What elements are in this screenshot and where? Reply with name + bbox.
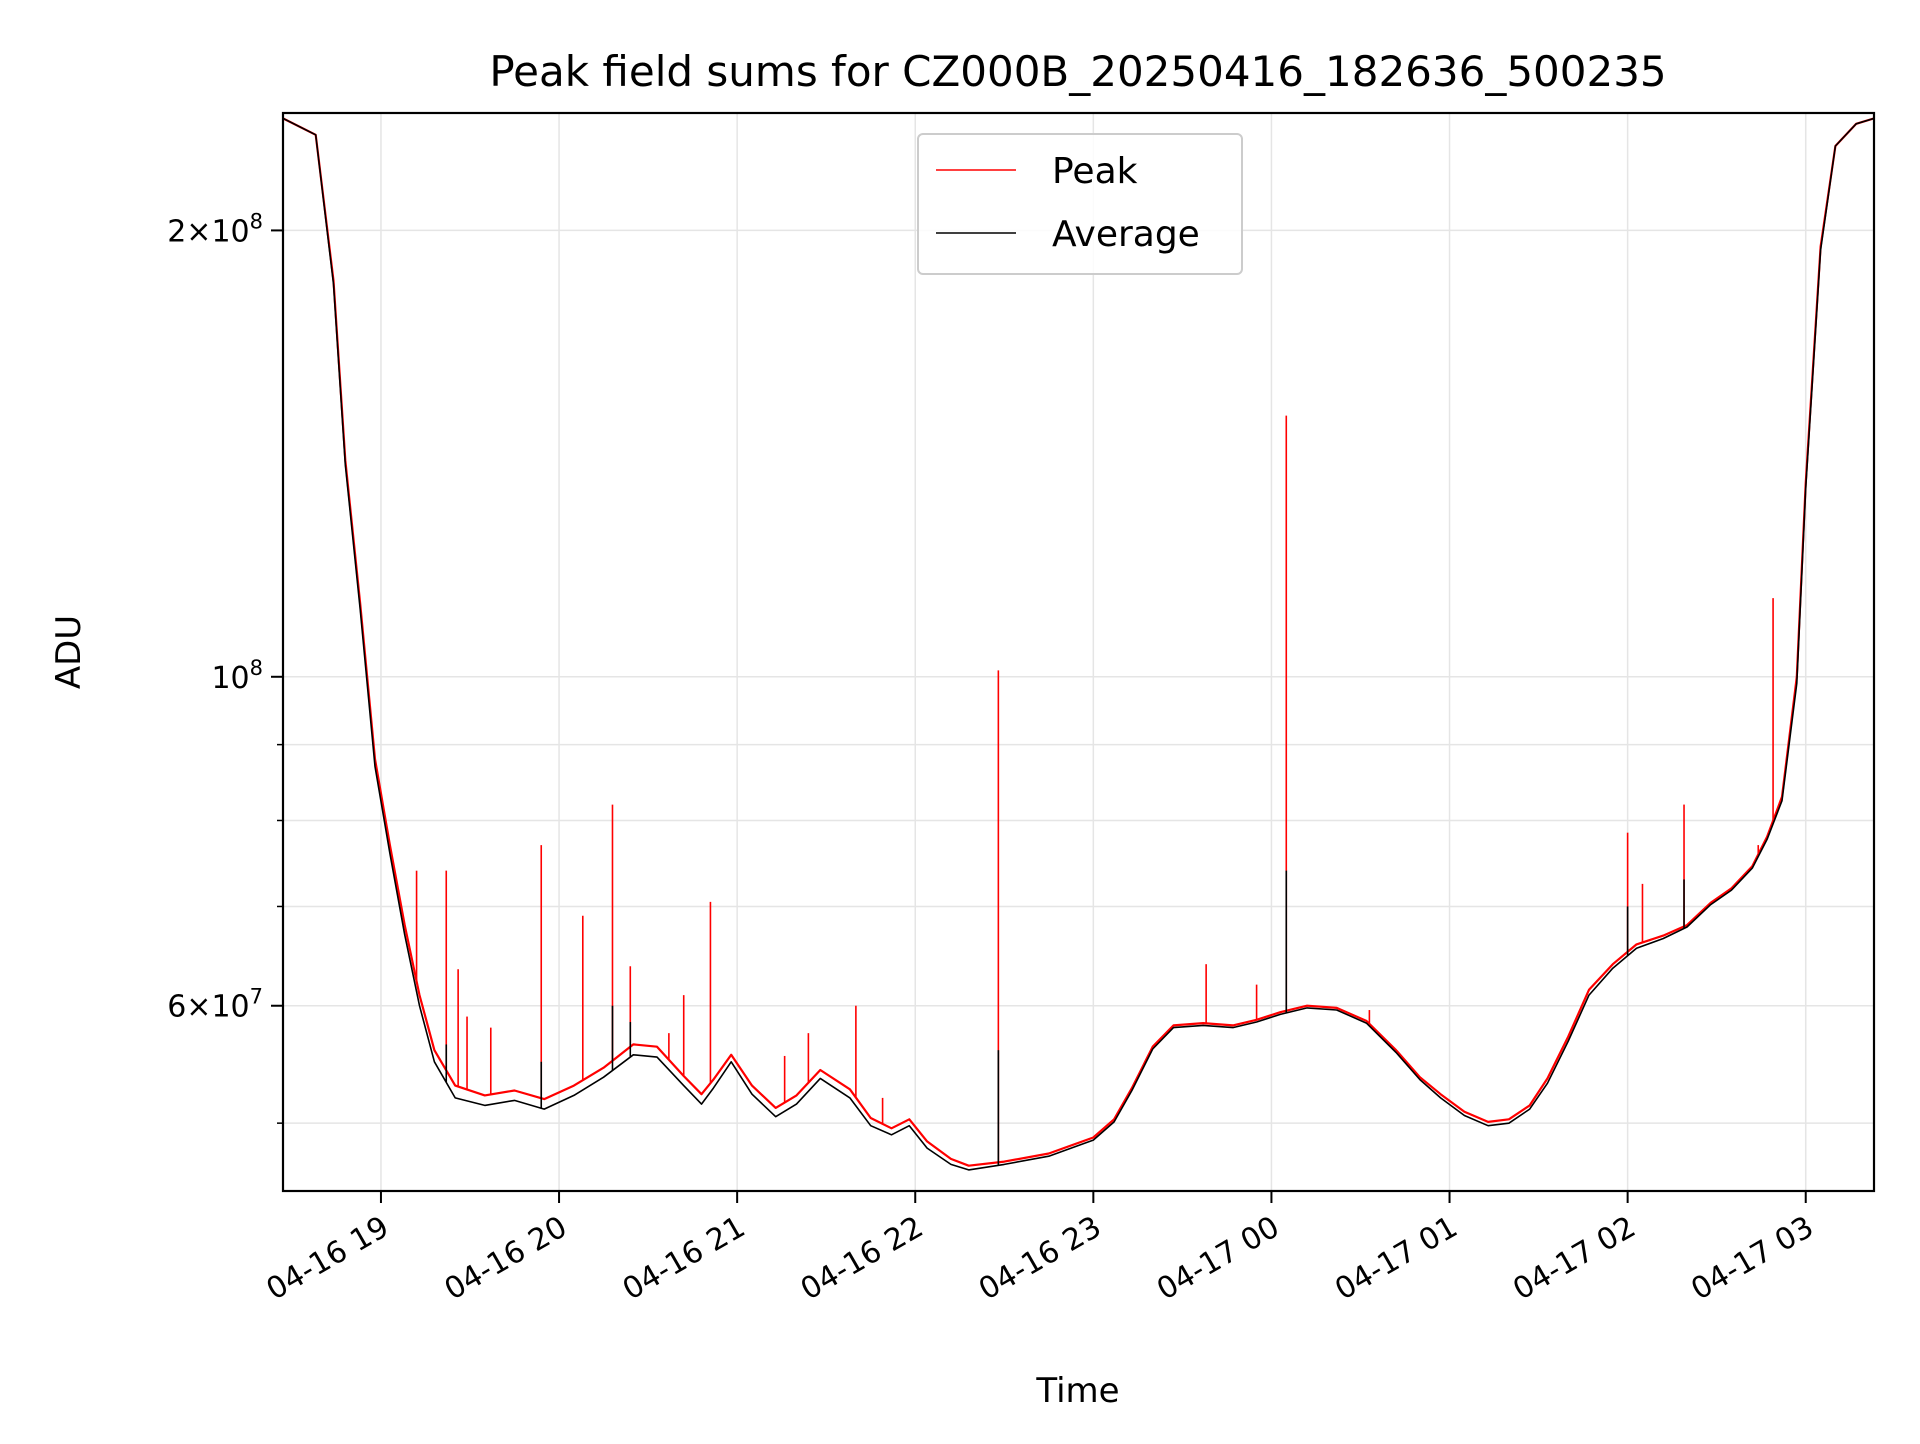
x-axis-label: Time (1035, 1371, 1119, 1411)
plot-frame (281, 111, 1876, 1193)
y-axis-label: ADU (49, 615, 89, 689)
series-line-peak (283, 117, 1874, 1167)
series-layer (283, 117, 1874, 1171)
legend-label-average: Average (1052, 214, 1200, 255)
legend-box (917, 133, 1243, 275)
chart-title: Peak field sums for CZ000B_20250416_1826… (489, 47, 1666, 96)
legend: Peak Average (917, 133, 1243, 275)
y-tick-label: 6×107 (167, 985, 263, 1025)
legend-label-peak: Peak (1052, 151, 1138, 192)
series-line-average (283, 117, 1874, 1171)
y-axis-ticks: 2×108 108 6×107 (167, 209, 283, 1124)
y-tick-label: 2×108 (167, 209, 263, 249)
y-tick-label: 108 (211, 656, 263, 696)
